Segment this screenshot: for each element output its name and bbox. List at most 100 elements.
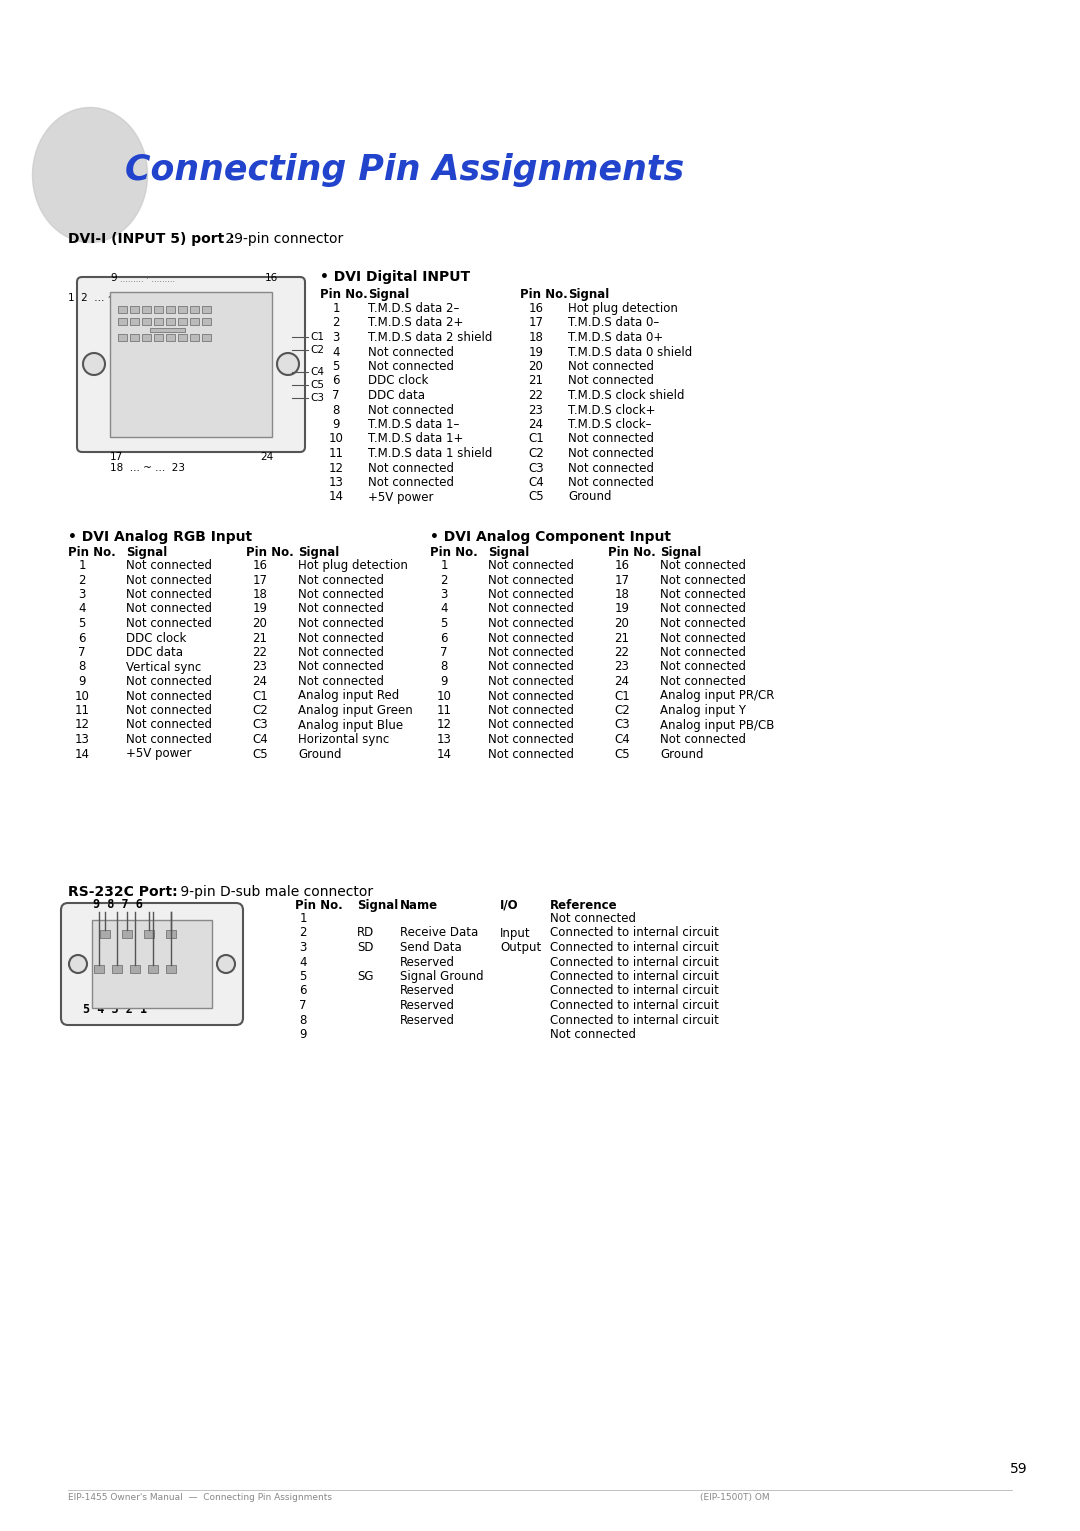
Text: Not connected: Not connected <box>298 588 384 602</box>
Text: Analog input Blue: Analog input Blue <box>298 718 403 732</box>
Text: 18: 18 <box>253 588 268 602</box>
Text: 1: 1 <box>78 559 85 573</box>
FancyBboxPatch shape <box>118 334 127 341</box>
Text: Signal: Signal <box>568 288 609 302</box>
FancyBboxPatch shape <box>154 306 163 312</box>
FancyBboxPatch shape <box>166 334 175 341</box>
Text: +5V power: +5V power <box>368 490 433 504</box>
FancyBboxPatch shape <box>166 929 176 939</box>
Text: Not connected: Not connected <box>660 603 746 615</box>
Text: C3: C3 <box>615 718 630 732</box>
Text: Connected to internal circuit: Connected to internal circuit <box>550 984 719 998</box>
FancyBboxPatch shape <box>202 334 211 341</box>
Text: 23: 23 <box>528 404 543 416</box>
Text: 5: 5 <box>333 360 340 374</box>
Text: 19: 19 <box>253 603 268 615</box>
Text: 16: 16 <box>528 302 543 315</box>
Text: C1: C1 <box>615 689 630 703</box>
FancyBboxPatch shape <box>178 334 187 341</box>
Text: Not connected: Not connected <box>660 733 746 746</box>
Text: Not connected: Not connected <box>550 1027 636 1041</box>
Text: 17: 17 <box>110 452 123 462</box>
Text: 12: 12 <box>75 718 90 732</box>
Text: Pin No.: Pin No. <box>320 288 368 302</box>
Text: 24: 24 <box>253 675 268 687</box>
Text: 9: 9 <box>110 273 117 283</box>
Text: Hot plug detection: Hot plug detection <box>568 302 678 315</box>
Text: Pin No.: Pin No. <box>519 288 568 302</box>
Text: 4: 4 <box>78 603 85 615</box>
Text: 7: 7 <box>78 646 85 658</box>
Text: C1: C1 <box>528 432 544 446</box>
Text: 20: 20 <box>528 360 543 374</box>
Text: Signal: Signal <box>126 547 167 559</box>
Text: Not connected: Not connected <box>298 631 384 645</box>
FancyBboxPatch shape <box>166 306 175 312</box>
FancyBboxPatch shape <box>130 306 139 312</box>
Text: 1  2  ... ~ ...  7 8: 1 2 ... ~ ... 7 8 <box>68 292 152 303</box>
Text: T.M.D.S clock+: T.M.D.S clock+ <box>568 404 656 416</box>
Text: Not connected: Not connected <box>298 574 384 586</box>
Text: 7: 7 <box>333 389 340 403</box>
Text: Not connected: Not connected <box>488 646 573 658</box>
Text: Not connected: Not connected <box>660 660 746 674</box>
Text: Reserved: Reserved <box>400 1000 455 1012</box>
Text: 24: 24 <box>528 418 543 432</box>
Text: 1: 1 <box>333 302 340 315</box>
Text: 3: 3 <box>79 588 85 602</box>
FancyBboxPatch shape <box>110 292 272 436</box>
Text: Output: Output <box>500 942 541 954</box>
Text: Not connected: Not connected <box>298 660 384 674</box>
Text: 4: 4 <box>333 346 340 358</box>
Text: Not connected: Not connected <box>368 461 454 475</box>
Circle shape <box>217 955 235 974</box>
Text: 18  ... ~ ...  23: 18 ... ~ ... 23 <box>110 462 185 473</box>
Text: Not connected: Not connected <box>488 689 573 703</box>
FancyBboxPatch shape <box>178 318 187 325</box>
Text: C4: C4 <box>528 476 544 488</box>
Text: T.M.D.S data 2 shield: T.M.D.S data 2 shield <box>368 331 492 344</box>
Text: C5: C5 <box>615 747 630 761</box>
Text: Signal Ground: Signal Ground <box>400 971 484 983</box>
Text: 4: 4 <box>299 955 307 969</box>
Text: 22: 22 <box>615 646 630 658</box>
Text: • DVI Analog Component Input: • DVI Analog Component Input <box>430 530 671 544</box>
Text: 12: 12 <box>328 461 343 475</box>
Text: 2: 2 <box>299 926 307 940</box>
Text: 9: 9 <box>441 675 448 687</box>
Text: Connected to internal circuit: Connected to internal circuit <box>550 1014 719 1026</box>
Text: Not connected: Not connected <box>126 603 212 615</box>
FancyBboxPatch shape <box>77 277 305 452</box>
Text: RS-232C Port:: RS-232C Port: <box>68 885 177 899</box>
Text: DVI-I (INPUT 5) port :: DVI-I (INPUT 5) port : <box>68 233 234 246</box>
Text: 6: 6 <box>441 631 448 645</box>
Text: 24: 24 <box>615 675 630 687</box>
Text: 10: 10 <box>75 689 90 703</box>
Text: 29-pin connector: 29-pin connector <box>221 233 343 246</box>
Text: Analog input Green: Analog input Green <box>298 704 413 717</box>
Text: Not connected: Not connected <box>298 603 384 615</box>
Text: 5 4 3 2 1: 5 4 3 2 1 <box>83 1003 147 1017</box>
Text: C2: C2 <box>615 704 630 717</box>
Text: Reference: Reference <box>550 899 618 912</box>
Text: Analog input PB/CB: Analog input PB/CB <box>660 718 774 732</box>
Text: 3: 3 <box>441 588 448 602</box>
Text: Signal: Signal <box>488 547 529 559</box>
FancyBboxPatch shape <box>144 929 154 939</box>
Text: 4: 4 <box>441 603 448 615</box>
FancyBboxPatch shape <box>150 328 185 332</box>
Text: 8: 8 <box>441 660 448 674</box>
Text: 18: 18 <box>528 331 543 344</box>
Text: Not connected: Not connected <box>568 447 654 459</box>
Text: Not connected: Not connected <box>126 675 212 687</box>
Text: 14: 14 <box>436 747 451 761</box>
Text: Not connected: Not connected <box>488 660 573 674</box>
FancyBboxPatch shape <box>122 929 132 939</box>
Text: C3: C3 <box>528 461 544 475</box>
Text: Not connected: Not connected <box>488 747 573 761</box>
FancyBboxPatch shape <box>118 306 127 312</box>
Text: Not connected: Not connected <box>488 574 573 586</box>
Text: Not connected: Not connected <box>660 559 746 573</box>
Text: 2: 2 <box>333 317 340 329</box>
Text: ......... · .........: ......... · ......... <box>120 276 175 283</box>
